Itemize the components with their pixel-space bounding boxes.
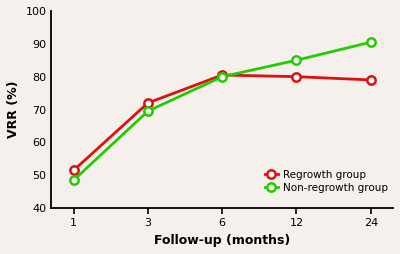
Legend: Regrowth group, Non-regrowth group: Regrowth group, Non-regrowth group (265, 169, 388, 193)
Regrowth group (146, 101, 150, 104)
Non-regrowth group (220, 75, 225, 78)
X-axis label: Follow-up (months): Follow-up (months) (154, 234, 290, 247)
Regrowth group (71, 169, 76, 172)
Regrowth group (220, 73, 225, 76)
Line: Non-regrowth group: Non-regrowth group (70, 38, 375, 184)
Non-regrowth group (146, 110, 150, 113)
Non-regrowth group (294, 59, 299, 62)
Regrowth group (368, 78, 373, 82)
Line: Regrowth group: Regrowth group (70, 71, 375, 174)
Non-regrowth group (368, 41, 373, 44)
Non-regrowth group (71, 179, 76, 182)
Regrowth group (294, 75, 299, 78)
Y-axis label: VRR (%): VRR (%) (7, 81, 20, 138)
